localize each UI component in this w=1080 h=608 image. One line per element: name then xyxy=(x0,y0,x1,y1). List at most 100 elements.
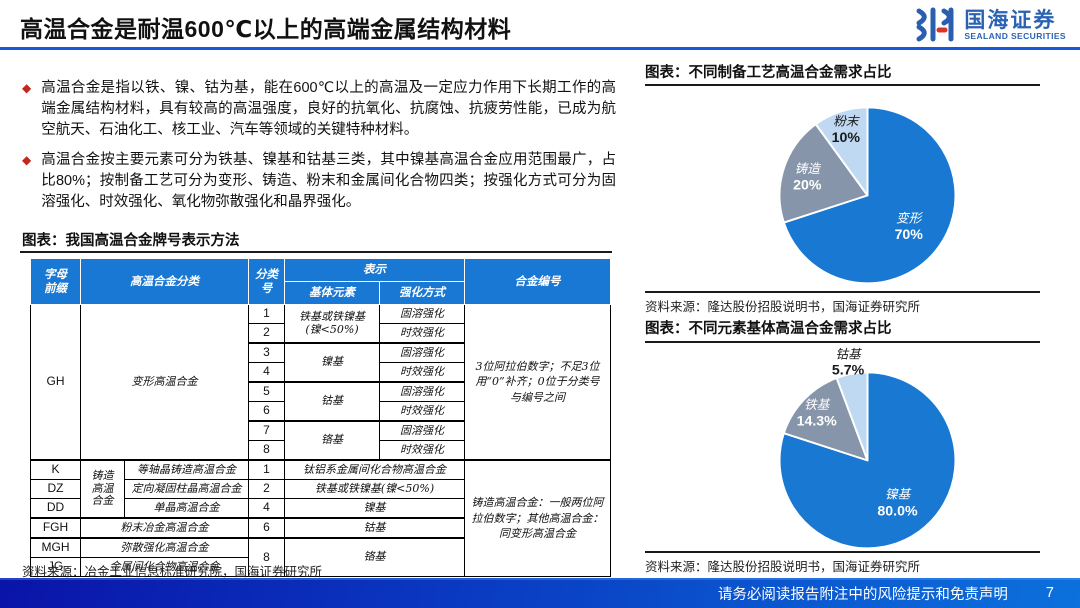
logo-subtitle: SEALAND SECURITIES xyxy=(964,30,1066,41)
table-source: 资料来源：冶金工业信息标准研究院，国海证券研究所 xyxy=(22,565,323,579)
table-cell: 铬基 xyxy=(284,420,380,461)
bullet-item: ◆ 高温合金是指以铁、镍、钴为基，能在600℃以上的高温及一定应力作用下长期工作… xyxy=(22,78,616,141)
table-row: DZ 定向凝固柱晶高温合金 2 铁基或铁镍基(镍<50%) xyxy=(30,479,611,499)
table-cell: 8 xyxy=(248,440,285,461)
table-body: GH 变形高温合金 1 铁基或铁镍基 (镍<50%) 固溶强化 3位阿拉伯数字；不足3位用… xyxy=(30,304,611,577)
table-cell: 表示 xyxy=(284,258,465,282)
table-cell: 字母 前缀 xyxy=(30,258,81,305)
table-row: 字母 前缀 高温合金分类 分类 号表示 合金编号 xyxy=(30,258,611,305)
table-cell: 分类 号 xyxy=(248,258,285,305)
table-cell: 金属间化合物高温合金 xyxy=(80,557,249,577)
table-cell: 强化方式 xyxy=(379,281,465,305)
table-cell: 时效强化 xyxy=(379,401,465,422)
bullet-text: 高温合金是指以铁、镍、钴为基，能在600℃以上的高温及一定应力作用下长期工作的高… xyxy=(41,80,616,138)
table-header: 字母 前缀 高温合金分类 分类 号表示 合金编号 基体元素 强化方式 xyxy=(30,258,611,305)
table-cell: 4 xyxy=(248,498,285,519)
table-cell: 镍基 xyxy=(284,342,380,383)
table-row: 3 镍基 固溶强化 xyxy=(31,342,611,383)
page-number: 7 xyxy=(1045,585,1054,601)
table-cell: 铸造高温合金：一般两位阿拉伯数字；其他高温合金：同变形高温合金 xyxy=(464,459,611,577)
pie-slice-label: 铸造 xyxy=(795,161,822,176)
table-cell: 时效强化 xyxy=(379,440,465,461)
table-caption: 图表：我国高温合金牌号表示方法 xyxy=(22,233,240,249)
table-cell: 基体元素 xyxy=(284,281,380,305)
pie-slice-label: 铁基 xyxy=(804,397,831,412)
summary-bullets: ◆ 高温合金是指以铁、镍、钴为基，能在600℃以上的高温及一定应力作用下长期工作… xyxy=(22,78,616,222)
table-cell: 合金编号 xyxy=(464,258,611,305)
pie1-source: 资料来源：隆达股份招股说明书，国海证券研究所 xyxy=(645,300,921,314)
table-row: 4 时效强化 xyxy=(31,362,611,383)
table-cell: 铁基或铁镍基(镍<50%) xyxy=(284,479,465,499)
table-row: 8 时效强化 xyxy=(31,440,611,461)
table-cell: 粉末冶金高温合金 xyxy=(80,517,249,539)
pie-slice-label: 70% xyxy=(895,227,924,243)
bullet-item: ◆ 高温合金按主要元素可分为铁基、镍基和钴基三类，其中镍基高温合金应用范围最广，… xyxy=(22,150,616,213)
page-title: 高温合金是耐温600℃以上的高端金属结构材料 xyxy=(20,16,512,42)
table-row: 7 铬基 固溶强化 xyxy=(31,420,611,461)
divider xyxy=(645,84,1040,86)
table-cell: K xyxy=(30,459,81,480)
pie-slice xyxy=(814,106,869,197)
table-cell: GH xyxy=(30,304,81,461)
title-underline xyxy=(0,47,1080,50)
table-cell: 6 xyxy=(248,517,285,539)
table-cell: 铬基 xyxy=(284,537,465,577)
table-cell: 高温合金分类 xyxy=(80,258,249,305)
table-cell: 时效强化 xyxy=(379,323,465,344)
pie-slice-label: 钴基 xyxy=(835,347,862,362)
table-cell: 固溶强化 xyxy=(379,420,465,441)
table-cell: 1 xyxy=(248,459,285,480)
alloy-naming-table: 字母 前缀 高温合金分类 分类 号表示 合金编号 基体元素 强化方式 GH 变形高温合金 1 铁… xyxy=(30,258,611,577)
table-cell: 8 xyxy=(248,537,285,577)
pie-slice xyxy=(835,371,869,462)
table-cell: 1 xyxy=(248,304,285,324)
divider xyxy=(645,291,1040,293)
table-row: 2 时效强化 xyxy=(31,323,611,344)
table-cell: 镍基 xyxy=(284,498,465,519)
pie-slice-label: 变形 xyxy=(896,210,924,225)
table-cell: 固溶强化 xyxy=(379,342,465,363)
table-cell: 固溶强化 xyxy=(379,304,465,324)
table-row: FGH 粉末冶金高温合金 6 钴基 xyxy=(30,517,611,539)
table-cell: 3位阿拉伯数字；不足3位用“0”补齐；0位于分类号与编号之间 xyxy=(464,304,611,461)
table-cell: MGH xyxy=(30,537,81,558)
table-cell: 变形高温合金 xyxy=(80,304,249,461)
table-cell: 5 xyxy=(248,381,285,402)
table-row: DD 单晶高温合金 4 镍基 xyxy=(30,498,611,519)
diamond-bullet-icon: ◆ xyxy=(22,81,32,95)
pie2-source: 资料来源：隆达股份招股说明书，国海证券研究所 xyxy=(645,560,921,574)
pie-slice-label: 粉末 xyxy=(833,114,861,129)
table-cell: 2 xyxy=(248,479,285,499)
table-cell: DD xyxy=(30,498,81,519)
table-cell: FGH xyxy=(30,517,81,539)
pie2-caption: 图表：不同元素基体高温合金需求占比 xyxy=(645,321,892,337)
table-cell: 铸造 高温 合金 xyxy=(80,459,125,519)
pie-slice xyxy=(782,377,869,462)
pie-slice-label: 20% xyxy=(793,178,822,194)
table-cell: 钴基 xyxy=(284,517,465,539)
table-cell: 钛铝系金属间化合物高温合金 xyxy=(284,459,465,480)
pie1-caption: 图表：不同制备工艺高温合金需求占比 xyxy=(645,65,892,81)
table-cell: 铁基或铁镍基 (镍<50%) xyxy=(284,304,380,344)
table-cell: DZ xyxy=(30,479,81,499)
table-row: 基体元素 强化方式 xyxy=(31,281,611,305)
table-cell: 6 xyxy=(248,401,285,422)
footer-bar: 请务必阅读报告附注中的风险提示和免责声明 7 xyxy=(0,578,1080,608)
pie-slice xyxy=(782,106,957,285)
table-cell: 单晶高温合金 xyxy=(124,498,249,519)
logo-name: 国海证券 xyxy=(964,8,1057,32)
table-cell: 钴基 xyxy=(284,381,380,422)
diamond-bullet-icon: ◆ xyxy=(22,153,32,167)
table-cell: 等轴晶铸造高温合金 xyxy=(124,459,249,480)
pie-slice-label: 14.3% xyxy=(797,413,838,429)
bullet-text: 高温合金按主要元素可分为铁基、镍基和钴基三类，其中镍基高温合金应用范围最广，占比… xyxy=(41,152,616,210)
table-cell: 固溶强化 xyxy=(379,381,465,402)
table-cell: 时效强化 xyxy=(379,362,465,383)
table-row: K 铸造 高温 合金 等轴晶铸造高温合金 1 钛铝系金属间化合物高温合金 铸造高温合金：一… xyxy=(30,459,611,577)
pie-slice-label: 10% xyxy=(832,130,861,146)
pie-slice-label: 80.0% xyxy=(877,503,918,519)
pie-slice-label: 镍基 xyxy=(885,487,912,502)
